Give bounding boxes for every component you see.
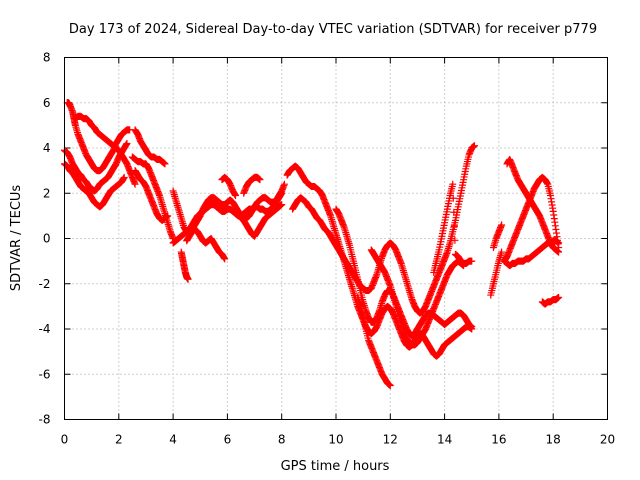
series-s11 (183, 225, 229, 263)
x-tick-label: 0 (61, 433, 69, 447)
y-tick-label: 0 (43, 232, 51, 246)
data-point (498, 248, 506, 256)
y-tick-label: 6 (43, 96, 51, 110)
data-point (555, 293, 563, 301)
data-point (555, 248, 563, 256)
data-point (470, 142, 478, 150)
series-s25 (503, 155, 563, 256)
x-tick-label: 2 (115, 433, 123, 447)
x-tick-label: 12 (383, 433, 398, 447)
x-tick-label: 18 (546, 433, 561, 447)
series-s6 (128, 153, 177, 242)
y-axis-label: SDTVAR / TECUs (9, 185, 24, 292)
y-tick-label: 4 (43, 141, 51, 155)
y-tick-label: 8 (43, 51, 51, 65)
y-tick-label: -6 (39, 367, 51, 381)
data-point (498, 221, 506, 229)
x-tick-label: 8 (278, 433, 286, 447)
x-axis-label: GPS time / hours (281, 459, 390, 474)
data-point (131, 180, 139, 188)
series-s20 (430, 180, 476, 276)
series-s16 (289, 142, 478, 317)
y-tick-label: 2 (43, 186, 51, 200)
data-point (232, 192, 240, 200)
data-point (450, 222, 458, 230)
series-s3 (63, 99, 134, 175)
y-tick-label: -8 (39, 413, 51, 427)
x-tick-labels: 0 2 4 6 8 10 12 14 16 18 20 (61, 433, 615, 447)
data-point (449, 180, 457, 188)
y-tick-label: -4 (39, 322, 51, 336)
data-point (468, 323, 476, 331)
data-points (61, 99, 563, 390)
data-point (278, 201, 286, 209)
data-point (161, 160, 169, 168)
data-point (184, 275, 192, 283)
chart-title: Day 173 of 2024, Sidereal Day-to-day VTE… (69, 22, 597, 37)
data-point (123, 139, 131, 147)
series-s10 (177, 248, 192, 283)
plot-frame (64, 57, 608, 420)
data-point (221, 255, 229, 263)
series-s12 (218, 173, 240, 200)
series-s18 (354, 293, 394, 390)
data-point (164, 212, 172, 220)
data-point (120, 173, 128, 181)
y-tick-labels: -8 -6 -4 -2 0 2 4 6 8 (39, 51, 51, 427)
data-point (280, 180, 288, 188)
data-point (555, 239, 563, 247)
series-s26 (538, 293, 563, 308)
data-point (451, 236, 459, 244)
data-point (256, 176, 264, 184)
data-point (450, 208, 458, 216)
series-s21 (487, 248, 506, 299)
x-tick-label: 20 (600, 433, 615, 447)
series-s24 (500, 237, 563, 270)
x-tick-label: 6 (224, 433, 232, 447)
x-tick-label: 4 (169, 433, 177, 447)
series-s13 (240, 173, 264, 197)
data-point (386, 382, 394, 390)
y-tick-label: -2 (39, 277, 51, 291)
data-point (468, 257, 476, 265)
x-tick-label: 10 (328, 433, 343, 447)
series-s14 (237, 201, 286, 240)
series-s19 (367, 246, 468, 349)
series-s22 (489, 221, 506, 252)
series-s5 (131, 126, 169, 168)
x-tick-label: 16 (491, 433, 506, 447)
data-point (449, 194, 457, 202)
series-s4 (71, 112, 139, 188)
series-s7 (131, 167, 172, 224)
x-tick-label: 14 (437, 433, 452, 447)
